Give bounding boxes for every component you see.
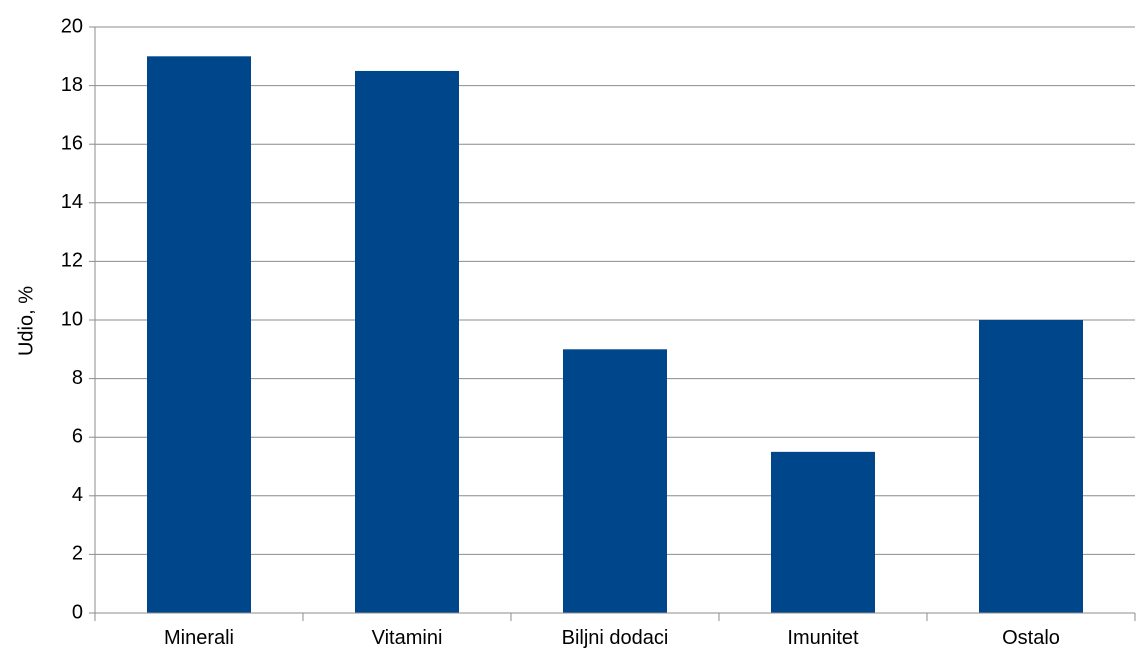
y-tick-label: 2 — [72, 543, 83, 565]
y-tick-label: 20 — [61, 15, 83, 37]
x-tick-label: Imunitet — [787, 627, 859, 649]
bar-ostalo — [979, 320, 1083, 613]
y-tick-label: 6 — [72, 425, 83, 447]
y-tick-labels: 0 2 4 6 8 10 12 14 16 18 20 — [61, 15, 83, 623]
gridlines — [95, 26, 1135, 555]
y-tick-label: 18 — [61, 74, 83, 96]
y-tick-label: 16 — [61, 132, 83, 154]
bars — [147, 56, 1083, 614]
axes — [89, 26, 1136, 621]
y-tick-label: 10 — [61, 308, 83, 330]
y-tick-label: 12 — [61, 250, 83, 272]
y-tick-label: 4 — [72, 484, 83, 506]
y-tick-label: 0 — [72, 601, 83, 623]
y-axis-title: Udio, % — [15, 286, 37, 356]
bar-vitamini — [355, 70, 459, 613]
x-tick-label: Vitamini — [372, 627, 443, 649]
bar-minerali — [147, 56, 251, 614]
y-tick-label: 8 — [72, 367, 83, 389]
x-tick-label: Ostalo — [1002, 627, 1060, 649]
x-tick-labels: Minerali Vitamini Biljni dodaci Imunitet Ost… — [164, 627, 1060, 649]
x-tick-label: Minerali — [164, 627, 234, 649]
bar-imunitet — [771, 451, 875, 613]
bar-biljni-dodaci — [563, 349, 667, 613]
x-tick-label: Biljni dodaci — [562, 627, 669, 649]
y-tick-label: 14 — [61, 191, 83, 213]
